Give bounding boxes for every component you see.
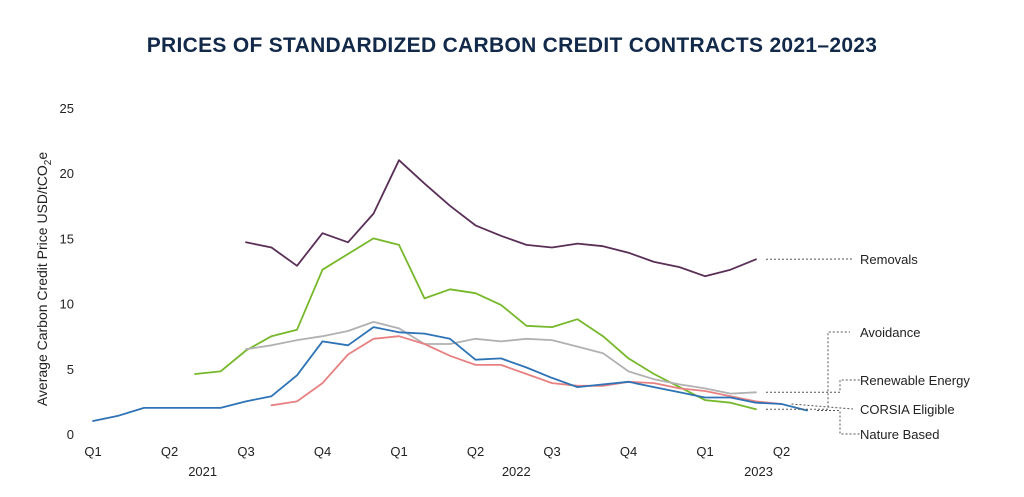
x-tick-label: Q2	[773, 444, 790, 459]
chart-title: PRICES OF STANDARDIZED CARBON CREDIT CON…	[146, 34, 878, 57]
x-tick-label: Q1	[696, 444, 713, 459]
x-tick-label: Q3	[237, 444, 254, 459]
year-label: 2023	[744, 464, 773, 479]
legend-leader-line	[766, 379, 862, 393]
y-axis: 0 5 10 15 20 25	[60, 101, 74, 442]
y-tick-label: 25	[60, 101, 74, 116]
legend-label: Renewable Energy	[860, 373, 970, 388]
y-tick-label: 20	[60, 166, 74, 181]
series-line-renewable-energy	[245, 320, 757, 395]
y-tick-label: 0	[67, 427, 74, 442]
y-axis-title-main: Average Carbon Credit Price USD/tCO	[34, 165, 50, 406]
legend-label: CORSIA Eligible	[860, 402, 955, 417]
y-axis-title: Average Carbon Credit Price USD/tCO2e	[34, 152, 54, 407]
x-tick-label: Q1	[390, 444, 407, 459]
y-tick-label: 15	[60, 231, 74, 246]
y-axis-label: Average Carbon Credit Price USD/tCO2e	[34, 152, 54, 407]
legend: Removals Avoidance Renewable Energy CORSIA …	[765, 252, 970, 442]
y-tick-label: 10	[60, 297, 74, 312]
y-axis-title-suffix: e	[34, 152, 50, 160]
x-tick-label: Q2	[161, 444, 178, 459]
legend-label: Removals	[860, 252, 918, 267]
year-label: 2022	[502, 464, 531, 479]
x-tick-label: Q2	[467, 444, 484, 459]
legend-label: Nature Based	[860, 427, 940, 442]
y-axis-title-subscript: 2	[43, 159, 54, 165]
x-tick-label: Q1	[84, 444, 101, 459]
x-tick-label: Q3	[543, 444, 560, 459]
legend-leader-line	[817, 410, 862, 435]
year-labels: 2021 2022 2023	[188, 464, 773, 479]
series-line-removals	[245, 159, 757, 278]
year-label: 2021	[188, 464, 217, 479]
series-line-nature-based	[92, 326, 808, 422]
series-line-avoidance	[194, 237, 757, 411]
series-line-corsia-eligible	[270, 335, 783, 407]
x-axis: Q1 Q2 Q3 Q4 Q1 Q2 Q3 Q4 Q1 Q2	[84, 444, 790, 459]
series-lines	[92, 159, 808, 422]
legend-leader-line	[766, 331, 850, 410]
y-tick-label: 5	[67, 362, 74, 377]
legend-label: Avoidance	[860, 325, 920, 340]
x-tick-label: Q4	[620, 444, 637, 459]
x-tick-label: Q4	[314, 444, 331, 459]
